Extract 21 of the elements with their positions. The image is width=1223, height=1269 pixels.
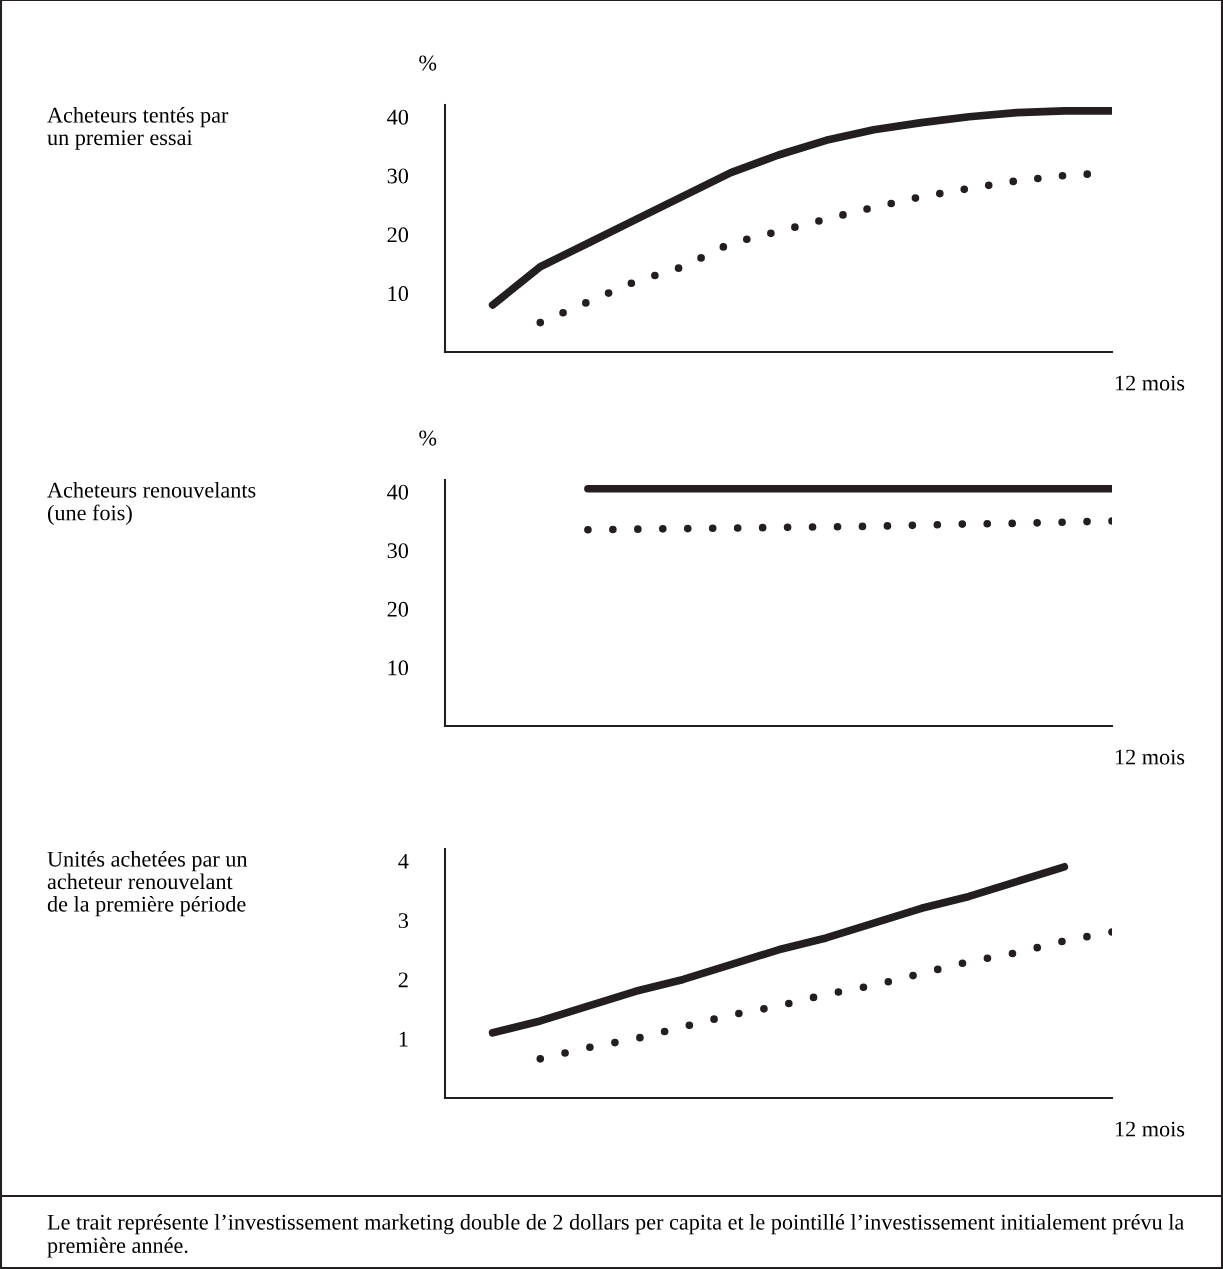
y-axis-title: % — [419, 430, 437, 446]
y-tick-label: 30 — [387, 543, 409, 559]
x-axis-title: 12 mois — [1115, 1121, 1185, 1137]
text: Unités achetées par un acheteur renouvelant de la première période — [47, 851, 248, 917]
y-tick-label: 40 — [387, 484, 409, 500]
text: Le trait représente l’investissement marketing double de 2 dollars per capita et le pointillé l’investissement initialement prévu la première année. — [47, 1214, 1184, 1258]
y-tick-label: 10 — [388, 286, 409, 302]
text: Acheteurs renouvelants (une fois) — [47, 482, 256, 525]
y-tick-label: 20 — [387, 227, 409, 243]
y-tick-label: 30 — [387, 168, 409, 184]
x-axis-title: 12 mois — [1115, 749, 1185, 765]
y-tick-label: 3 — [398, 913, 409, 929]
y-tick-label: 10 — [388, 660, 409, 676]
y-tick-label: 2 — [398, 972, 408, 988]
y-tick-label: 40 — [387, 109, 409, 125]
text: Acheteurs tentés par un premier essai — [47, 107, 229, 150]
y-tick-label: 20 — [387, 601, 409, 617]
y-axis-title: % — [419, 55, 437, 71]
y-tick-label: 1 — [399, 1031, 408, 1047]
x-axis-title: 12 mois — [1115, 375, 1185, 391]
y-tick-label: 4 — [398, 853, 409, 869]
